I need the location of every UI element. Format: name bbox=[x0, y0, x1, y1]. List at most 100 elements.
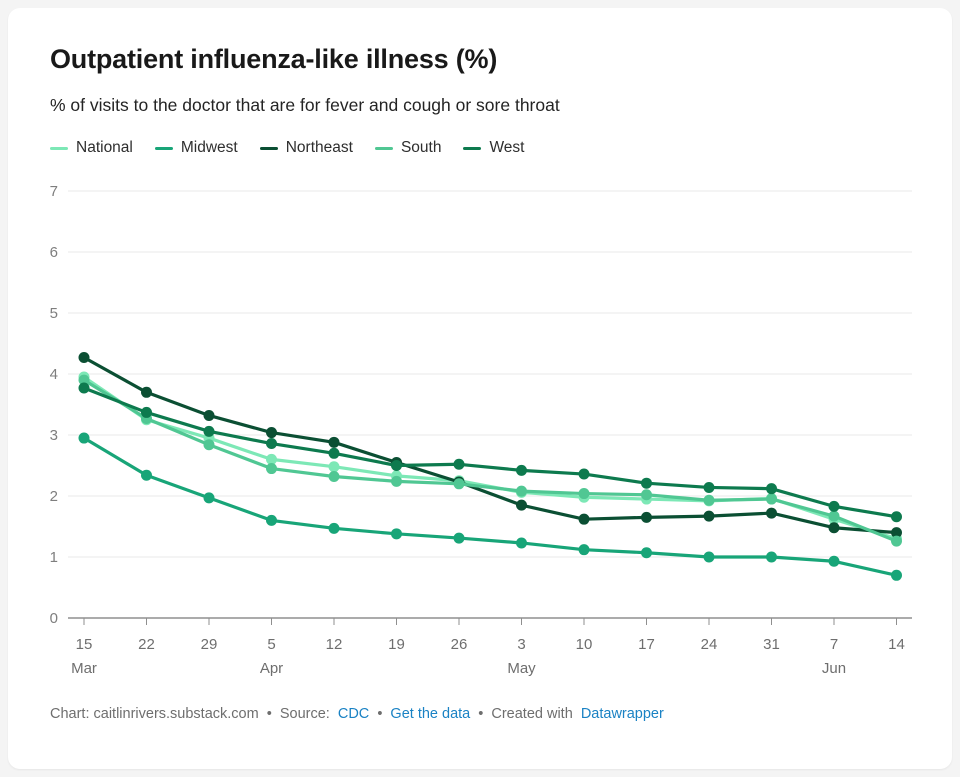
data-point bbox=[828, 522, 840, 534]
chart-card bbox=[8, 8, 952, 769]
x-axis-label: 26 bbox=[451, 636, 468, 653]
data-point bbox=[703, 494, 715, 506]
data-point bbox=[641, 489, 652, 501]
legend-label: National bbox=[76, 139, 133, 156]
data-point bbox=[766, 493, 777, 505]
data-point bbox=[516, 485, 527, 497]
data-point bbox=[828, 500, 840, 512]
data-point bbox=[516, 499, 527, 511]
x-axis-label: 31 bbox=[763, 636, 780, 653]
data-point bbox=[391, 528, 402, 540]
month-label: Apr bbox=[260, 660, 283, 677]
data-point bbox=[766, 483, 777, 495]
legend-item-national: National bbox=[50, 139, 133, 157]
data-point bbox=[203, 439, 215, 451]
legend-item-south: South bbox=[374, 139, 442, 157]
chart-title: Outpatient influenza-like illness (%) bbox=[50, 44, 498, 74]
y-axis-label: 0 bbox=[50, 610, 58, 627]
data-point bbox=[266, 427, 277, 439]
data-point bbox=[328, 436, 340, 448]
series-west[interactable] bbox=[78, 382, 903, 523]
series-south[interactable] bbox=[78, 374, 903, 547]
legend-item-midwest: Midwest bbox=[154, 139, 238, 157]
data-point bbox=[203, 425, 215, 437]
data-point bbox=[828, 510, 840, 522]
datawrapper-link[interactable]: Datawrapper bbox=[580, 706, 664, 722]
chart-subtitle: % of visits to the doctor that are for f… bbox=[50, 95, 560, 115]
legend-label: South bbox=[400, 139, 442, 156]
separator: • bbox=[377, 706, 383, 722]
x-axis-label: 10 bbox=[576, 636, 593, 653]
x-axis-label: 5 bbox=[267, 636, 275, 653]
data-point bbox=[141, 386, 152, 398]
data-point bbox=[141, 406, 152, 418]
data-point bbox=[141, 469, 152, 481]
y-axis-label: 2 bbox=[50, 488, 58, 505]
data-point bbox=[453, 458, 465, 470]
legend-label: Midwest bbox=[180, 139, 238, 156]
data-point bbox=[578, 544, 590, 556]
data-point bbox=[766, 507, 777, 519]
y-axis-label: 4 bbox=[50, 366, 58, 383]
legend: National Midwest Northeast South West bbox=[50, 139, 524, 157]
separator: • bbox=[266, 706, 272, 722]
month-label: Mar bbox=[71, 660, 97, 677]
month-label: May bbox=[507, 660, 536, 677]
legend-swatch-national bbox=[50, 146, 68, 150]
data-point bbox=[266, 514, 277, 526]
data-point bbox=[703, 510, 715, 522]
data-point bbox=[891, 535, 902, 547]
x-axis-label: 22 bbox=[138, 636, 155, 653]
data-point bbox=[328, 447, 340, 459]
data-point bbox=[516, 464, 527, 476]
x-axis-label: 24 bbox=[701, 636, 718, 653]
legend-swatch-northeast bbox=[259, 146, 278, 150]
data-point bbox=[891, 527, 902, 539]
x-axis-label: 17 bbox=[638, 636, 655, 653]
data-point bbox=[203, 492, 215, 504]
source-link[interactable]: CDC bbox=[337, 706, 370, 722]
y-axis-label: 3 bbox=[50, 427, 58, 444]
x-axis-label: 3 bbox=[517, 636, 525, 653]
data-point bbox=[828, 555, 840, 567]
data-point bbox=[516, 537, 527, 549]
series-national[interactable] bbox=[78, 371, 903, 545]
chart-credit: Chart: caitlinrivers.substack.com bbox=[50, 706, 259, 722]
data-point bbox=[453, 532, 465, 544]
data-point bbox=[266, 453, 277, 465]
data-point bbox=[641, 511, 652, 523]
series-northeast[interactable] bbox=[78, 352, 903, 539]
y-axis-label: 1 bbox=[50, 549, 58, 566]
data-point bbox=[203, 409, 215, 421]
x-axis-label: 12 bbox=[326, 636, 343, 653]
x-axis-label: 14 bbox=[888, 636, 905, 653]
data-point bbox=[328, 522, 340, 534]
legend-label: Northeast bbox=[285, 139, 353, 156]
series-midwest[interactable] bbox=[78, 432, 903, 581]
data-point bbox=[266, 438, 277, 450]
x-axis: 15 22 29 5 12 19 26 3 10 17 24 31 7 14 Mar Apr May Jun bbox=[71, 618, 905, 677]
source-label: Source: bbox=[279, 706, 330, 722]
data-point bbox=[641, 547, 652, 559]
data-point bbox=[578, 468, 590, 480]
data-point bbox=[78, 374, 90, 386]
legend-item-northeast: Northeast bbox=[259, 139, 353, 157]
y-axis-label: 7 bbox=[50, 183, 58, 200]
x-axis-label: 19 bbox=[388, 636, 405, 653]
created-with-label: Created with bbox=[491, 706, 573, 722]
data-point bbox=[766, 551, 777, 563]
data-point bbox=[891, 511, 902, 523]
get-the-data-link[interactable]: Get the data bbox=[390, 706, 471, 722]
data-point bbox=[578, 488, 590, 500]
legend-label: West bbox=[489, 139, 525, 156]
legend-swatch-midwest bbox=[154, 146, 173, 150]
data-point bbox=[391, 475, 402, 487]
data-point bbox=[891, 569, 902, 581]
x-axis-label: 15 bbox=[76, 636, 93, 653]
data-point bbox=[703, 551, 715, 563]
legend-swatch-west bbox=[463, 146, 482, 150]
data-point bbox=[641, 477, 652, 489]
data-point bbox=[453, 478, 465, 490]
data-point bbox=[391, 460, 402, 471]
